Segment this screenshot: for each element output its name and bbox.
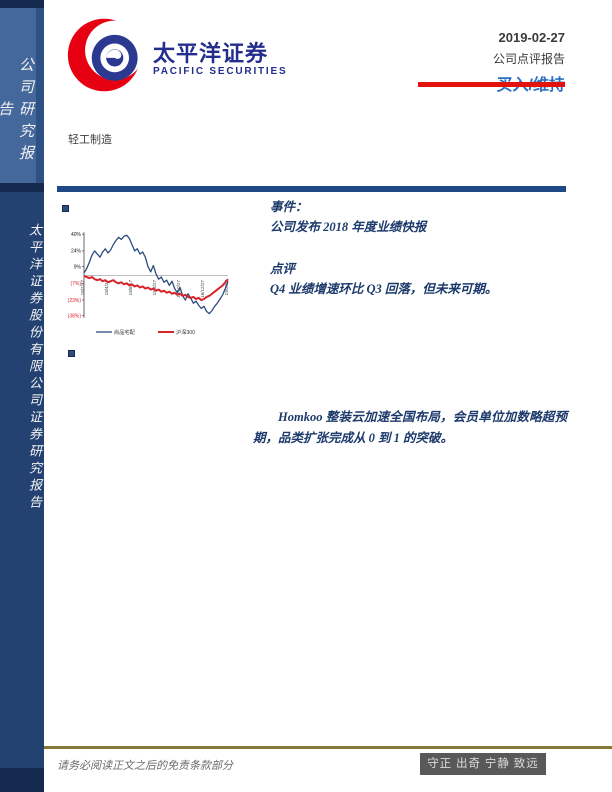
pacific-logo-icon — [67, 18, 145, 92]
rating-underline-bar — [418, 82, 565, 87]
svg-text:(23%): (23%) — [68, 298, 82, 304]
svg-text:9%: 9% — [74, 264, 82, 270]
sidebar-top-band-edge — [36, 8, 44, 183]
industry-label: 轻工制造 — [68, 134, 112, 146]
svg-text:24%: 24% — [71, 249, 82, 255]
trend-chart-svg: 40% 24% 9% (7%) (23%) (38%) 18/2/27 18/4/27 18/6… — [68, 232, 229, 336]
section-marker-icon — [68, 350, 75, 357]
sidebar-top-band — [0, 8, 36, 183]
report-date: 2019-02-27 — [498, 30, 566, 45]
svg-text:18/10/27: 18/10/27 — [176, 280, 181, 298]
event-heading: 事件： — [270, 200, 308, 214]
svg-text:18/6/27: 18/6/27 — [128, 280, 133, 296]
brand-name-en: PACIFIC SECURITIES — [153, 66, 288, 77]
footer-separator-line — [44, 746, 612, 749]
sidebar-divider — [0, 183, 44, 192]
section-marker-icon — [62, 205, 69, 212]
svg-text:18/8/27: 18/8/27 — [152, 280, 157, 296]
comment-text: Q4 业绩增速环比 Q3 回落，但未来可期。 — [270, 282, 498, 296]
svg-text:40%: 40% — [71, 232, 82, 238]
sidebar-label-report-type: 公司研究报告 — [0, 57, 33, 167]
comment-heading: 点评 — [270, 262, 296, 276]
svg-text:18/2/27: 18/2/27 — [80, 280, 85, 296]
pacific-securities-logo: 太平洋证券 PACIFIC SECURITIES — [63, 10, 286, 102]
sidebar-bottom-band — [0, 192, 44, 768]
svg-text:沪深300: 沪深300 — [176, 328, 195, 336]
sidebar-label-company: 太平洋证券股份有限公司证券研究报告 — [27, 222, 42, 512]
footer-slogan: 守正 出奇 宁静 致远 — [420, 753, 546, 775]
content-divider-bar — [57, 186, 566, 192]
footer-disclaimer: 请务必阅读正文之后的免责条款部分 — [57, 760, 233, 772]
sidebar-bottom-cap — [0, 768, 44, 792]
sidebar-top-cap — [0, 0, 44, 8]
svg-text:18/4/27: 18/4/27 — [104, 280, 109, 296]
report-type: 公司点评报告 — [492, 52, 565, 66]
svg-text:(7%): (7%) — [70, 281, 81, 287]
svg-text:18/12/27: 18/12/27 — [200, 280, 205, 298]
stock-trend-chart: 40% 24% 9% (7%) (23%) (38%) 18/2/27 18/4/27 18/6… — [62, 222, 232, 342]
svg-text:尚品宅配: 尚品宅配 — [114, 328, 136, 336]
brand-name-cn: 太平洋证券 — [153, 41, 269, 66]
event-text: 公司发布 2018 年度业绩快报 — [270, 220, 427, 234]
summary-paragraph: Homkoo 整装云加速全国布局，会员单位加数略超预期，品类扩张完成从 0 到 … — [253, 410, 567, 445]
svg-text:(38%): (38%) — [68, 314, 82, 320]
svg-text:19/2/27: 19/2/27 — [224, 280, 229, 296]
